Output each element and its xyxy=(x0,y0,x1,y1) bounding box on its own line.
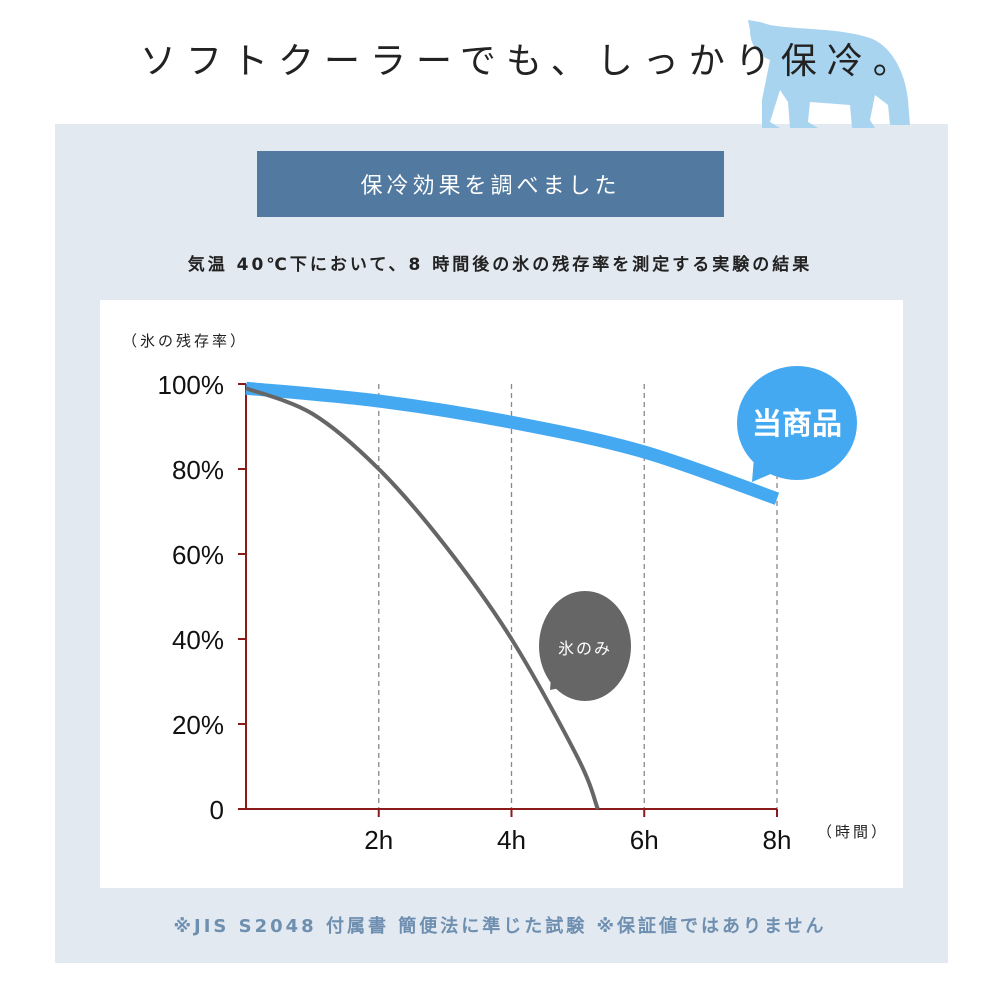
product-label: 当商品 xyxy=(752,408,842,441)
ice-label: 氷のみ xyxy=(558,640,612,658)
ice-label-bubble xyxy=(539,591,631,701)
product-bubble-tail xyxy=(752,445,780,482)
series-line-product xyxy=(245,381,780,505)
footnote: ※JIS S2048 付属書 簡便法に準じた試験 ※保証値ではありません xyxy=(173,916,827,937)
x-tick-label: 6h xyxy=(630,825,659,855)
chart-card: （氷の残存率） 2h 4h 6h 8h 0 20% 40% 60% 80% 100% （時間） 当商品氷… xyxy=(100,300,903,888)
x-tick-label: 8h xyxy=(763,825,792,855)
polar-bear-icon xyxy=(748,20,910,128)
y-axis-label: （氷の残存率） xyxy=(122,333,248,350)
x-tick-label: 4h xyxy=(497,825,526,855)
y-tick-label: 100% xyxy=(158,370,225,400)
page-title: ソフトクーラーでも、しっかり保冷。 xyxy=(140,41,919,82)
ice-bubble-tail xyxy=(550,665,575,690)
y-tick-label: 80% xyxy=(172,455,224,485)
y-tick-label: 20% xyxy=(172,710,224,740)
y-tick-label: 40% xyxy=(172,625,224,655)
series-line-ice-only xyxy=(245,386,600,810)
product-label-bubble xyxy=(737,366,857,480)
section-header: 保冷効果を調べました xyxy=(257,151,724,217)
x-axis-label: （時間） xyxy=(817,824,889,841)
retention-chart: （氷の残存率） 2h 4h 6h 8h 0 20% 40% 60% 80% 100% （時間） 当商品氷… xyxy=(122,333,889,855)
y-tick-label: 60% xyxy=(172,540,224,570)
y-tick-label: 0 xyxy=(210,795,224,825)
x-tick-label: 2h xyxy=(364,825,393,855)
experiment-description: 気温 40℃下において、8 時間後の氷の残存率を測定する実験の結果 xyxy=(187,255,813,275)
